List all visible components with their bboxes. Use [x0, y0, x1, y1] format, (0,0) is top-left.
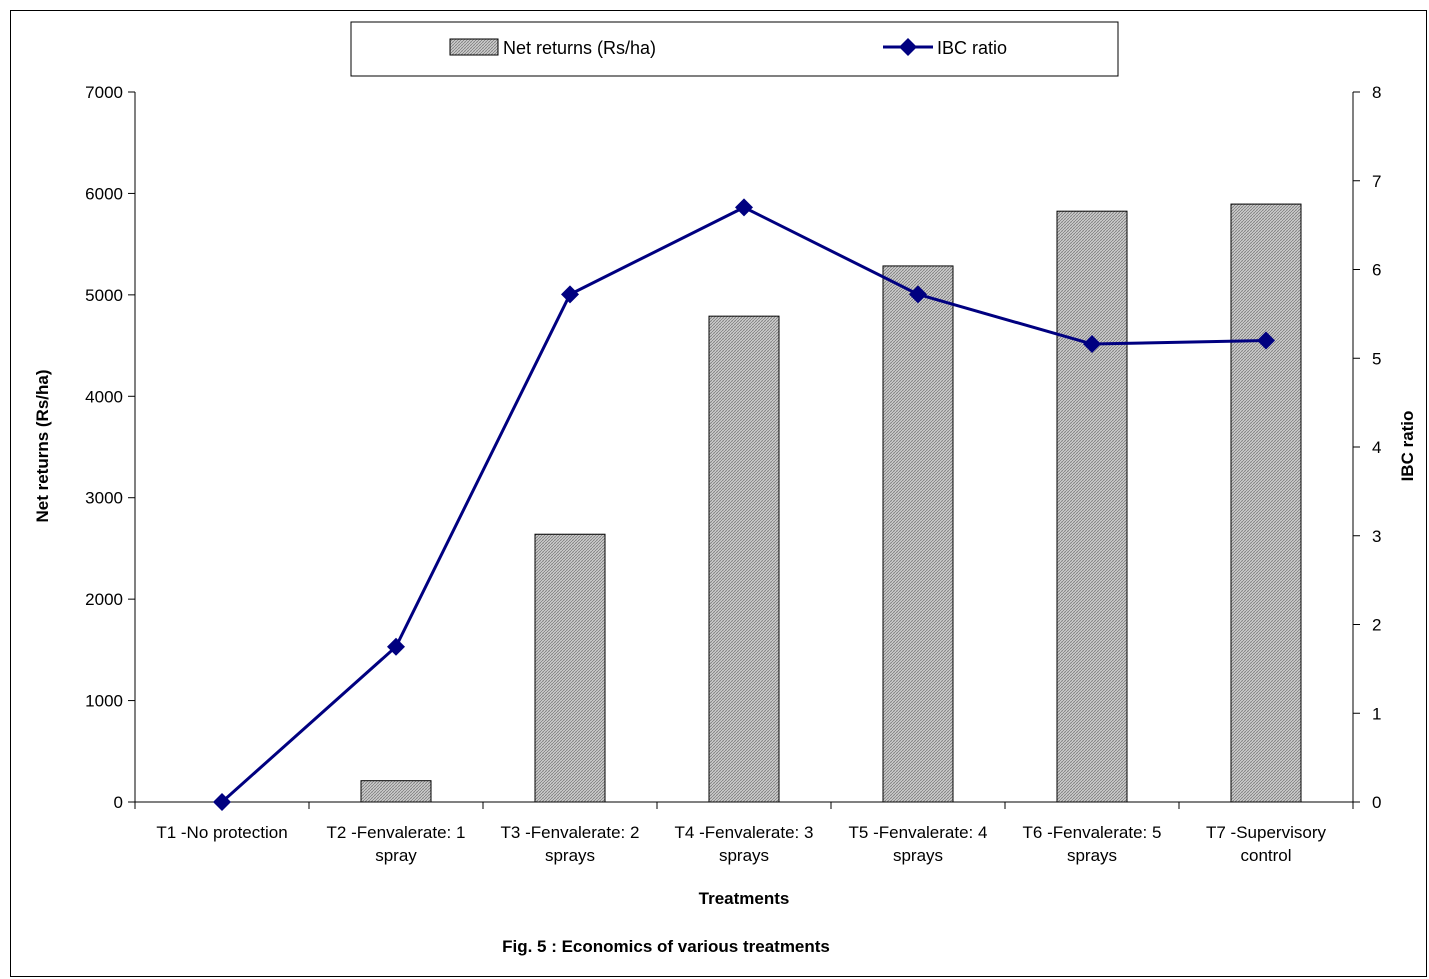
- x-tick-label-line: sprays: [893, 846, 943, 865]
- x-tick-label-line: sprays: [719, 846, 769, 865]
- y-tick-label: 7000: [85, 83, 123, 102]
- x-tick-label-line: T4 -Fenvalerate: 3: [675, 823, 814, 842]
- x-tick-label-line: spray: [375, 846, 417, 865]
- ibc-point: [735, 198, 753, 217]
- y2-tick-label: 3: [1372, 527, 1381, 546]
- y-tick-label: 2000: [85, 590, 123, 609]
- y2-axis-title: IBC ratio: [1398, 411, 1417, 482]
- x-tick-label-line: T3 -Fenvalerate: 2: [501, 823, 640, 842]
- y-tick-label: 5000: [85, 286, 123, 305]
- bar: [1056, 210, 1128, 803]
- x-tick-label: T4 -Fenvalerate: 3 sprays: [675, 823, 814, 865]
- y-tick-label: 3000: [85, 489, 123, 508]
- bar: [1230, 203, 1302, 803]
- bar: [534, 533, 606, 803]
- y2-tick-label: 1: [1372, 704, 1381, 723]
- line-series-ibc: [213, 198, 1275, 811]
- x-tick-label-line: T7 -Supervisory: [1206, 823, 1326, 842]
- legend-swatch-net-returns: [449, 38, 499, 56]
- x-tick-label: T1 -No protection: [156, 823, 287, 842]
- y-tick-label: 0: [114, 793, 123, 812]
- y2-tick-label: 0: [1372, 793, 1381, 812]
- bar: [708, 315, 780, 803]
- y2-tick-label: 7: [1372, 172, 1381, 191]
- x-tick-label-line: T6 -Fenvalerate: 5: [1023, 823, 1162, 842]
- y2-tick-label: 8: [1372, 83, 1381, 102]
- y-tick-label: 6000: [85, 184, 123, 203]
- y2-tick-label: 6: [1372, 261, 1381, 280]
- legend-marker-ibc: [899, 38, 917, 56]
- bar: [882, 265, 954, 803]
- legend: Net returns (Rs/ha) IBC ratio: [350, 21, 1119, 77]
- bar-series-net-returns: [360, 203, 1302, 803]
- axes: 0 1000 2000 3000 4000 5000 6000 7000 0 1 2 3 4 5 6 7 8: [85, 83, 1381, 812]
- y-axis-title: Net returns (Rs/ha): [33, 369, 52, 522]
- x-tick-label-line: T1 -No protection: [156, 823, 287, 842]
- x-tick-label: T3 -Fenvalerate: 2 sprays: [501, 823, 640, 865]
- y2-tick-label: 2: [1372, 616, 1381, 635]
- x-tick-label: T5 -Fenvalerate: 4 sprays: [849, 823, 988, 865]
- x-tick-label-line: sprays: [545, 846, 595, 865]
- x-tick-label: T6 -Fenvalerate: 5 sprays: [1023, 823, 1162, 865]
- ibc-point: [561, 285, 579, 304]
- y2-tick-label: 4: [1372, 438, 1381, 457]
- legend-label-ibc: IBC ratio: [937, 38, 1007, 58]
- ibc-point: [213, 793, 231, 811]
- ibc-point: [909, 285, 927, 304]
- y-tick-label: 4000: [85, 387, 123, 406]
- legend-label-net-returns: Net returns (Rs/ha): [503, 38, 656, 58]
- chart-frame: [10, 10, 1427, 977]
- x-tick-label: T2 -Fenvalerate: 1 spray: [327, 823, 466, 865]
- x-tick-label: T7 -Supervisory control: [1206, 823, 1326, 865]
- figure-caption: Fig. 5 : Economics of various treatments: [502, 937, 830, 956]
- ibc-point: [1257, 331, 1275, 350]
- x-tick-label-line: T5 -Fenvalerate: 4: [849, 823, 988, 842]
- x-tick-label-line: T2 -Fenvalerate: 1: [327, 823, 466, 842]
- x-axis-title: Treatments: [699, 889, 790, 908]
- y2-tick-label: 5: [1372, 349, 1381, 368]
- bar: [360, 780, 432, 803]
- x-tick-labels: T1 -No protection T2 -Fenvalerate: 1 spray…: [156, 823, 1326, 865]
- ibc-point: [1083, 335, 1101, 354]
- ibc-point: [387, 637, 405, 656]
- x-tick-label-line: sprays: [1067, 846, 1117, 865]
- y-tick-label: 1000: [85, 692, 123, 711]
- x-tick-label-line: control: [1240, 846, 1291, 865]
